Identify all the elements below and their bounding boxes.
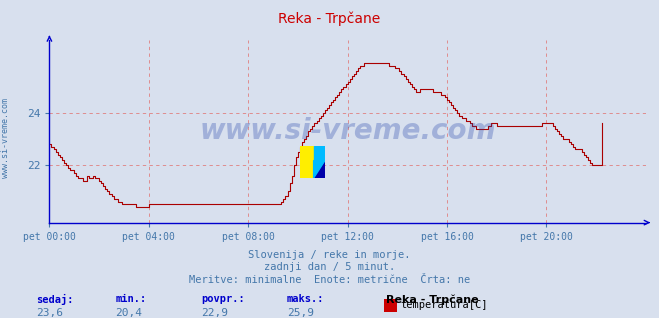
Polygon shape [300,146,314,178]
Text: Meritve: minimalne  Enote: metrične  Črta: ne: Meritve: minimalne Enote: metrične Črta:… [189,275,470,285]
Text: 25,9: 25,9 [287,308,314,318]
Polygon shape [314,146,325,161]
Text: www.si-vreme.com: www.si-vreme.com [200,117,496,145]
Text: 23,6: 23,6 [36,308,63,318]
Text: povpr.:: povpr.: [201,294,244,304]
Text: min.:: min.: [115,294,146,304]
Text: temperatura[C]: temperatura[C] [401,300,488,310]
Text: Reka - Trpčane: Reka - Trpčane [278,11,381,26]
Text: maks.:: maks.: [287,294,324,304]
Text: Reka - Trpčane: Reka - Trpčane [386,294,478,305]
Polygon shape [314,161,325,178]
Text: www.si-vreme.com: www.si-vreme.com [1,98,10,178]
Text: zadnji dan / 5 minut.: zadnji dan / 5 minut. [264,262,395,272]
Text: 20,4: 20,4 [115,308,142,318]
Text: 22,9: 22,9 [201,308,228,318]
Text: sedaj:: sedaj: [36,294,74,305]
Text: Slovenija / reke in morje.: Slovenija / reke in morje. [248,250,411,259]
Polygon shape [314,161,325,178]
